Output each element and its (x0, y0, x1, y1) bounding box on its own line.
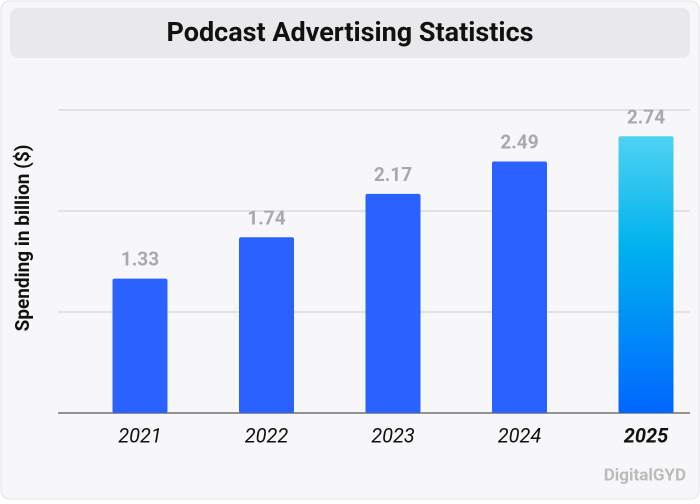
bar (112, 278, 168, 413)
value-label: 1.74 (247, 206, 285, 229)
x-tick-label: 2023 (371, 423, 415, 447)
value-label: 2.17 (374, 163, 412, 186)
x-tick-label: 2021 (118, 423, 162, 447)
bar (492, 161, 547, 413)
chart-title: Podcast Advertising Statistics (166, 16, 533, 48)
y-axis-label: Spending in billion ($) (11, 145, 34, 332)
x-tick-label: 2024 (498, 423, 542, 447)
bar (618, 136, 674, 413)
value-label: 2.74 (627, 105, 665, 128)
value-label: 1.33 (121, 248, 159, 271)
bar (365, 193, 421, 413)
value-label: 2.49 (500, 131, 538, 154)
title-box (10, 8, 690, 58)
bar (239, 237, 294, 413)
watermark: DigitalGYD (604, 465, 686, 485)
x-tick-label: 2025 (624, 423, 669, 447)
x-tick-label: 2022 (245, 423, 289, 447)
